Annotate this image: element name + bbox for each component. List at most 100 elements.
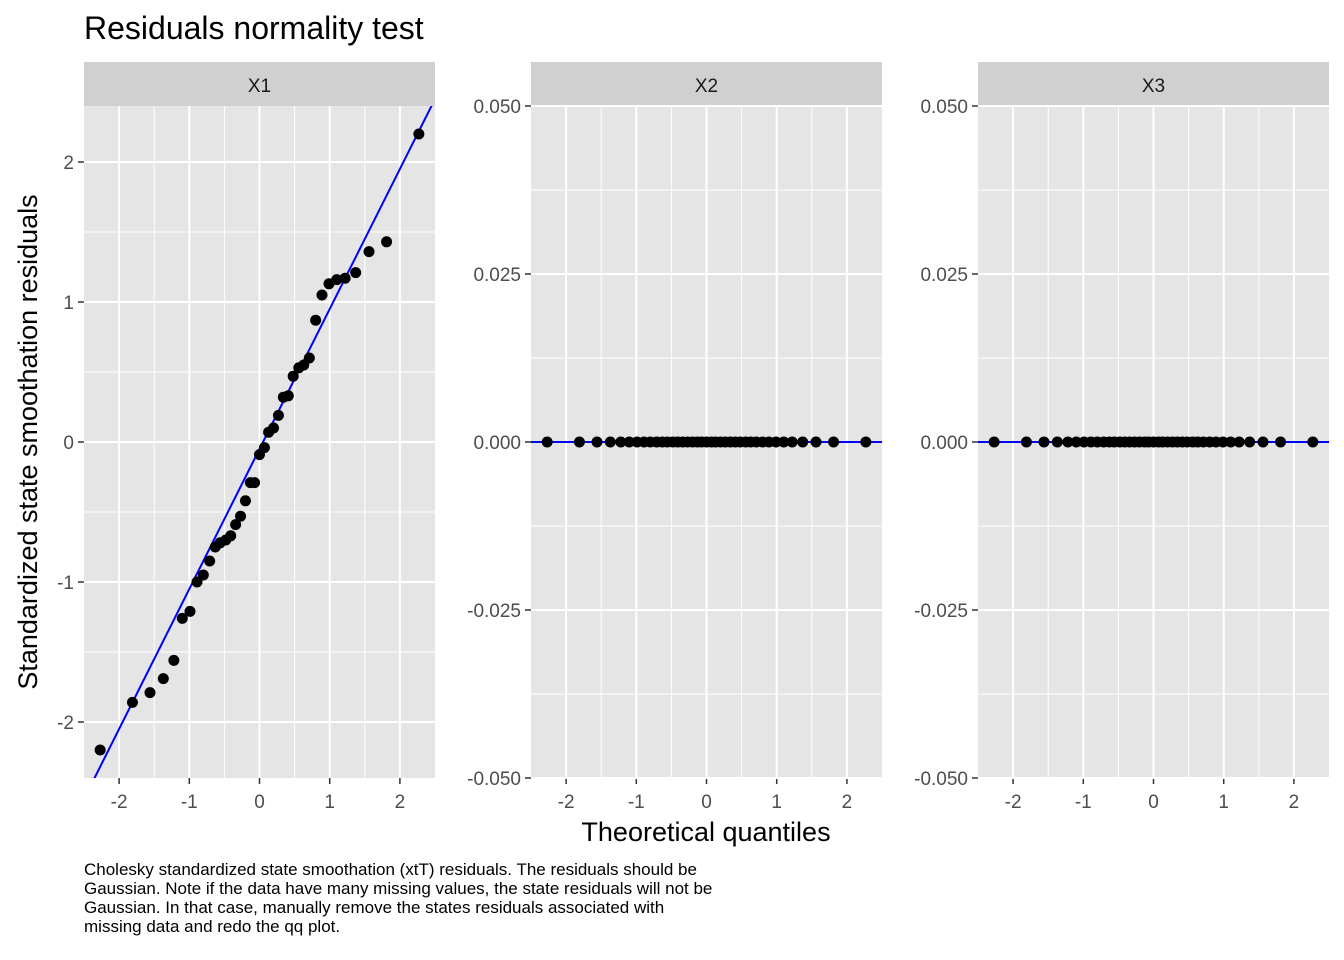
x-axis-title: Theoretical quantiles bbox=[581, 817, 830, 847]
x-tick-label: -2 bbox=[1005, 792, 1022, 813]
x-tick-label: 1 bbox=[771, 792, 782, 813]
data-point bbox=[239, 495, 251, 507]
x-tick-label: 1 bbox=[1218, 792, 1229, 813]
y-tick-label: 0.050 bbox=[473, 97, 521, 118]
data-point bbox=[1233, 436, 1245, 448]
data-point bbox=[249, 477, 261, 489]
data-point bbox=[860, 436, 872, 448]
data-point bbox=[225, 530, 237, 542]
y-tick-label: 1 bbox=[63, 293, 74, 314]
y-tick-label: -1 bbox=[57, 573, 74, 594]
data-point bbox=[204, 555, 216, 567]
data-point bbox=[184, 605, 196, 617]
data-point bbox=[1307, 436, 1319, 448]
facet-panel-x1: X1 -2 -1 0 1 2 -2 -1 0 1 2 bbox=[57, 62, 435, 813]
x-tick-label: -1 bbox=[628, 792, 645, 813]
x-tick-label: 0 bbox=[1148, 792, 1159, 813]
data-point bbox=[828, 436, 840, 448]
facet-strip-label: X3 bbox=[1142, 76, 1165, 97]
data-point bbox=[1217, 436, 1229, 448]
plot-area bbox=[978, 436, 1329, 448]
data-point bbox=[591, 436, 603, 448]
y-tick-label: 0.000 bbox=[473, 433, 521, 454]
y-tick-label: 0.000 bbox=[920, 433, 968, 454]
facet-strip bbox=[84, 62, 435, 106]
y-tick-label: -0.025 bbox=[914, 601, 968, 622]
x-tick-label: 0 bbox=[701, 792, 712, 813]
x-tick-label: 2 bbox=[395, 792, 406, 813]
data-point bbox=[1070, 436, 1082, 448]
x-tick-label: -2 bbox=[558, 792, 575, 813]
facet-strip-label: X2 bbox=[695, 76, 718, 97]
data-point bbox=[287, 370, 299, 382]
data-point bbox=[94, 744, 106, 756]
data-point bbox=[176, 612, 188, 624]
x-tick-label: -1 bbox=[181, 792, 198, 813]
x-tick-label: 1 bbox=[324, 792, 335, 813]
y-tick-label: 0 bbox=[63, 433, 74, 454]
y-axis-title: Standardized state smoothation residuals bbox=[13, 194, 43, 689]
data-point bbox=[1038, 436, 1050, 448]
x-tick-label: -1 bbox=[1075, 792, 1092, 813]
data-point bbox=[268, 422, 280, 434]
facet-panel-x2: X2 -2 -1 0 1 2 -0.050 -0.025 0.000 0.025 0.050 bbox=[467, 62, 882, 813]
y-tick-label: 0.050 bbox=[920, 97, 968, 118]
data-point bbox=[157, 673, 169, 685]
data-point bbox=[810, 436, 822, 448]
x-tick-label: 2 bbox=[842, 792, 853, 813]
y-tick-label: -0.025 bbox=[467, 601, 521, 622]
x-tick-label: -2 bbox=[111, 792, 128, 813]
data-point bbox=[1275, 436, 1287, 448]
data-point bbox=[770, 436, 782, 448]
data-point bbox=[1062, 436, 1074, 448]
data-point bbox=[786, 436, 798, 448]
data-point bbox=[797, 436, 809, 448]
data-point bbox=[331, 274, 343, 286]
data-point bbox=[541, 436, 553, 448]
data-point bbox=[778, 436, 790, 448]
plot-area bbox=[531, 436, 882, 448]
data-point bbox=[573, 436, 585, 448]
y-tick-label: 2 bbox=[63, 153, 74, 174]
y-tick-label: 0.025 bbox=[920, 265, 968, 286]
data-point bbox=[316, 289, 328, 301]
data-point bbox=[310, 314, 322, 326]
y-tick-label: -0.050 bbox=[914, 769, 968, 790]
data-point bbox=[191, 576, 203, 588]
data-point bbox=[615, 436, 627, 448]
data-point bbox=[197, 569, 209, 581]
data-point bbox=[1225, 436, 1237, 448]
facet-strip bbox=[978, 62, 1329, 106]
chart-title: Residuals normality test bbox=[84, 10, 424, 46]
data-point bbox=[303, 352, 315, 364]
data-point bbox=[144, 687, 156, 699]
data-point bbox=[988, 436, 1000, 448]
data-point bbox=[1051, 436, 1063, 448]
data-point bbox=[1257, 436, 1269, 448]
data-point bbox=[604, 436, 616, 448]
plot-area bbox=[93, 106, 433, 778]
y-tick-label: 0.025 bbox=[473, 265, 521, 286]
data-point bbox=[1244, 436, 1256, 448]
y-tick-label: -0.050 bbox=[467, 769, 521, 790]
data-point bbox=[126, 696, 138, 708]
x-tick-label: 0 bbox=[254, 792, 265, 813]
data-point bbox=[272, 409, 284, 421]
data-point bbox=[168, 654, 180, 666]
data-point bbox=[381, 236, 393, 248]
data-point bbox=[339, 272, 351, 284]
facet-strip-label: X1 bbox=[248, 76, 271, 97]
data-point bbox=[235, 510, 247, 522]
facet-panels: X1 -2 -1 0 1 2 -2 -1 0 1 2 X2 -2 -1 0 1 2 -0.050 -0.025 0.0… bbox=[57, 62, 1329, 813]
chart-caption: Cholesky standardized state smoothation … bbox=[84, 860, 713, 936]
data-point bbox=[363, 246, 375, 258]
facet-strip bbox=[531, 62, 882, 106]
data-point bbox=[258, 442, 270, 454]
data-point bbox=[1020, 436, 1032, 448]
data-point bbox=[230, 519, 242, 531]
data-point bbox=[413, 128, 425, 140]
facet-panel-x3: X3 -2 -1 0 1 2 -0.050 -0.025 0.000 0.025 0.050 bbox=[914, 62, 1329, 813]
data-point bbox=[350, 267, 362, 279]
data-point bbox=[282, 390, 294, 402]
